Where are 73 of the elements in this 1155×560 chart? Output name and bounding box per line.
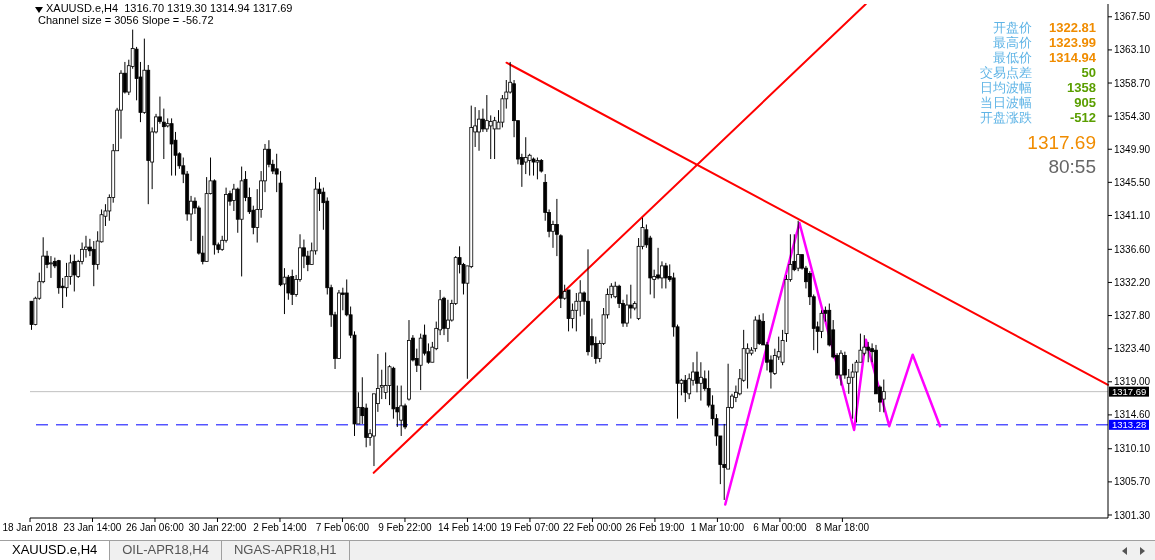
annotation: 1322.81 [1048, 20, 1096, 35]
annotation: Channel size = 3056 Slope = -56.72 [38, 14, 214, 26]
candlestick [29, 300, 34, 331]
candlestick [49, 255, 53, 279]
y-tick-label: 1305.70 [1114, 476, 1151, 488]
annotation: 1358 [1066, 80, 1096, 95]
annotation: 当日波幅 [980, 95, 1032, 110]
annotation: 最高价 [993, 35, 1032, 50]
candlestick [72, 254, 77, 292]
candlestick [446, 299, 450, 343]
y-tick-label: 1301.30 [1114, 509, 1151, 521]
candlestick [91, 240, 96, 287]
annotation: -512 [1068, 110, 1096, 125]
x-tick-label: 1 Mar 10:00 [690, 522, 745, 534]
x-tick-label: 30 Jan 22:00 [188, 522, 247, 534]
candlestick [523, 136, 528, 175]
candlestick [866, 341, 871, 363]
text: NGAS-APR18,H1 [221, 541, 350, 560]
x-tick-label: 18 Jan 2018 [2, 522, 58, 534]
annotation: 交易点差 [980, 65, 1032, 80]
y-tick-label: 1314.60 [1114, 409, 1151, 421]
y-tick-label: 1363.10 [1114, 44, 1151, 56]
candlestick [839, 349, 843, 387]
x-tick-label: 22 Feb 00:00 [562, 522, 623, 534]
x-tick-label: 6 Mar 00:00 [753, 522, 808, 534]
y-tick-label: 1323.40 [1114, 343, 1151, 355]
annotation: 80:55 [1047, 155, 1096, 179]
y-tick-label: 1332.20 [1114, 277, 1151, 288]
candlestick [683, 374, 688, 403]
annotation: 开盘价 [993, 20, 1032, 35]
annotation: 1323.99 [1048, 35, 1096, 50]
text: XAUUSD.e,H4 [0, 541, 111, 560]
candlestick [881, 379, 886, 413]
annotation: XAUUSD.e,H4 1316.70 1319.30 1314.94 1317.69 [46, 2, 293, 14]
y-tick-label: 1310.10 [1114, 443, 1151, 455]
annotation: 开盘涨跌 [980, 110, 1032, 125]
y-tick-label: 1341.10 [1114, 210, 1151, 222]
candlestick [488, 114, 493, 160]
x-tick-label: 14 Feb 14:00 [437, 522, 498, 534]
text: OIL-APR18,H4 [110, 541, 222, 560]
x-tick-label: 2 Feb 14:00 [253, 522, 308, 534]
candlestick [757, 314, 762, 346]
y-tick-label: 1354.30 [1114, 110, 1151, 122]
y-tick-label: 1319.00 [1114, 376, 1151, 388]
annotation: 最低价 [993, 50, 1032, 65]
y-tick-label: 1367.50 [1114, 11, 1151, 23]
ref-line-label: 1313.28 [1112, 419, 1147, 431]
y-tick-label: 1349.90 [1114, 143, 1151, 155]
y-tick-label: 1336.60 [1114, 243, 1151, 255]
x-tick-label: 9 Feb 22:00 [378, 522, 433, 534]
candlestick [574, 292, 579, 332]
annotation: 905 [1073, 95, 1096, 110]
annotation: 50 [1080, 65, 1096, 80]
candlestick [290, 269, 295, 306]
candlestick [850, 363, 855, 420]
annotation: 1314.94 [1048, 50, 1096, 65]
candlestick [399, 385, 404, 437]
x-tick-label: 19 Feb 07:00 [500, 522, 560, 534]
y-tick-label: 1358.70 [1114, 77, 1151, 89]
y-tick-label: 1327.80 [1114, 310, 1151, 322]
candlestick [698, 361, 703, 402]
x-tick-label: 26 Jan 06:00 [126, 522, 185, 534]
ref-line-label: 1317.69 [1112, 386, 1147, 398]
x-tick-label: 8 Mar 18:00 [815, 522, 870, 534]
annotation: 日均波幅 [980, 80, 1032, 95]
candlestick [628, 284, 633, 320]
annotation: 1317.69 [1026, 131, 1096, 155]
x-tick-label: 23 Jan 14:00 [63, 522, 122, 534]
x-tick-label: 7 Feb 06:00 [315, 522, 370, 534]
x-tick-label: 26 Feb 19:00 [625, 522, 685, 534]
candlestick [477, 109, 481, 152]
candlestick [663, 262, 668, 289]
y-tick-label: 1345.50 [1114, 176, 1151, 188]
